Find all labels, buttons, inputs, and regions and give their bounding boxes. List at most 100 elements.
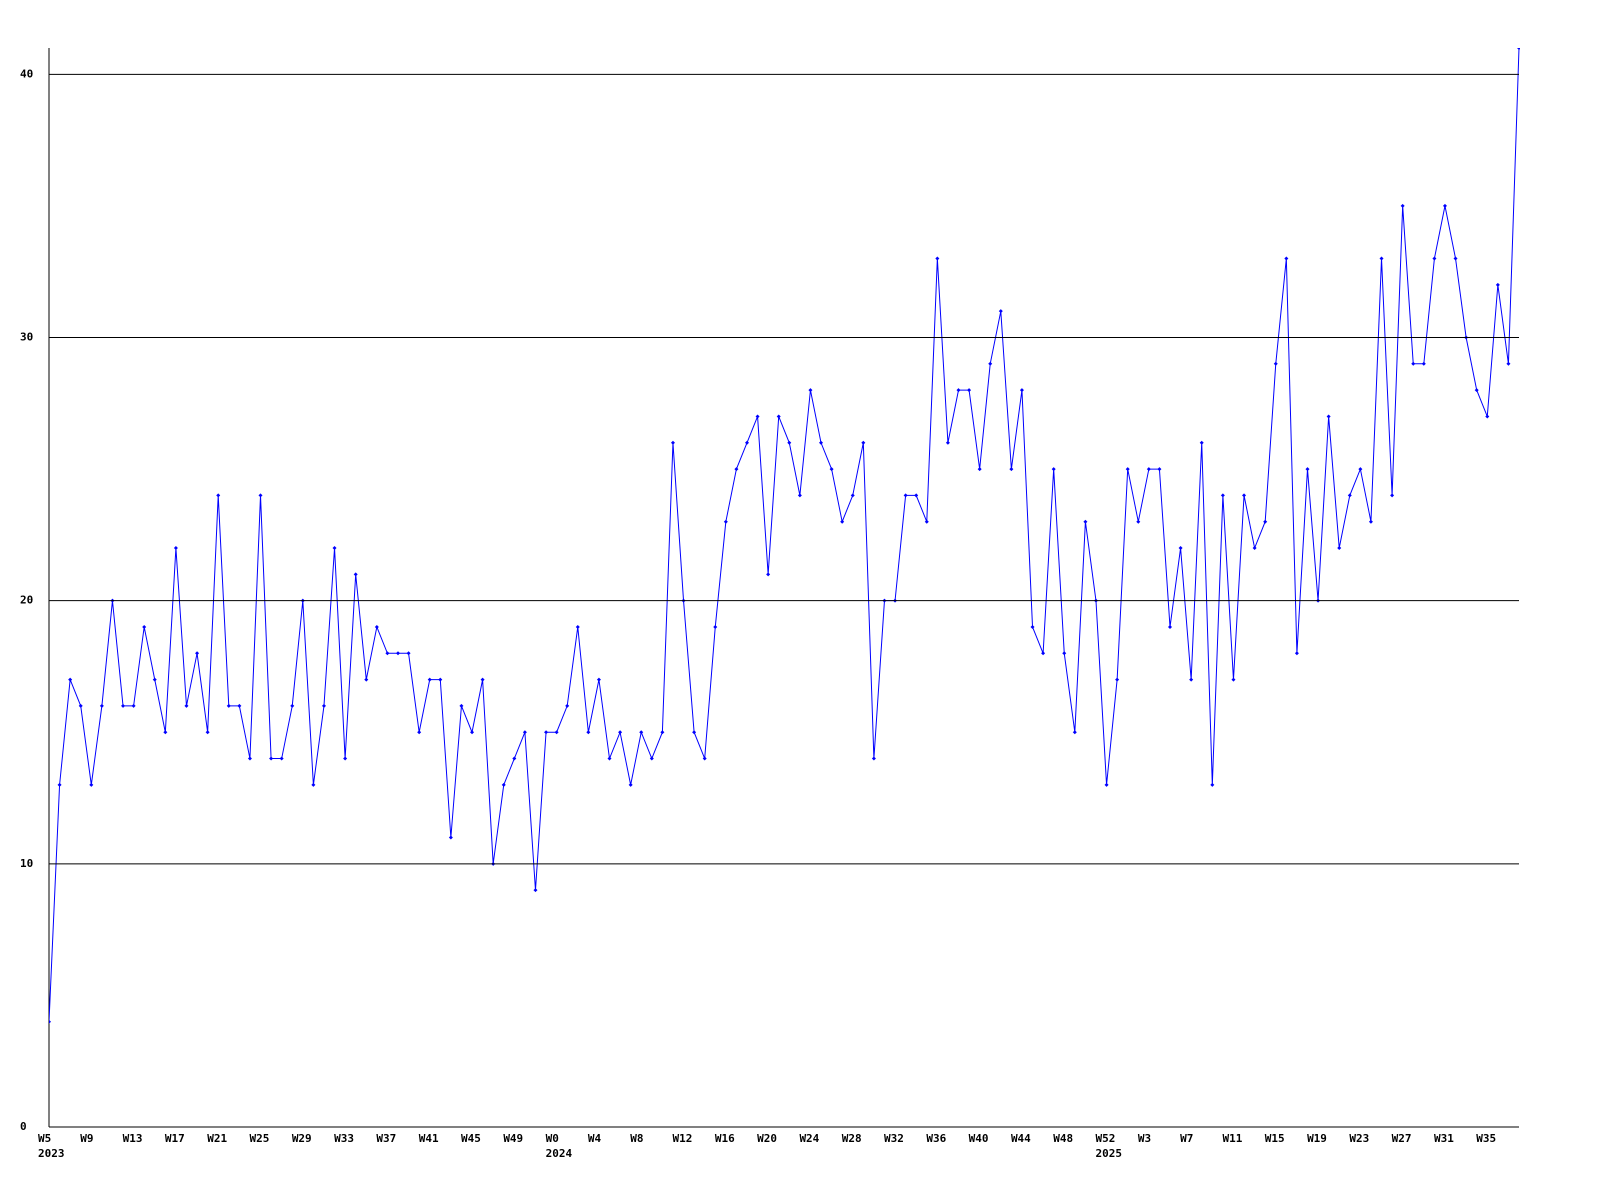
x-tick-label: W20 — [757, 1132, 777, 1145]
data-point — [1062, 651, 1067, 656]
x-tick-label: W44 — [1011, 1132, 1031, 1145]
data-point — [628, 782, 633, 787]
data-point — [279, 756, 284, 761]
data-point — [163, 730, 168, 735]
data-point — [607, 756, 612, 761]
data-point — [1390, 493, 1395, 498]
data-point — [797, 493, 802, 498]
y-tick-label: 40 — [20, 67, 33, 80]
data-point — [1442, 203, 1447, 208]
data-point — [311, 782, 316, 787]
data-point — [353, 572, 358, 577]
data-point — [321, 703, 326, 708]
data-point — [438, 677, 443, 682]
data-point — [787, 440, 792, 445]
plot-area — [49, 48, 1520, 1024]
data-point — [1284, 256, 1289, 261]
data-point — [861, 440, 866, 445]
data-point — [501, 782, 506, 787]
x-tick-label: W8 — [630, 1132, 643, 1145]
data-point — [385, 651, 390, 656]
x-tick-label: W12 — [673, 1132, 693, 1145]
year-label: 2024 — [546, 1147, 573, 1160]
x-tick-label: W25 — [250, 1132, 270, 1145]
data-point — [1072, 730, 1077, 735]
data-point — [1051, 467, 1056, 472]
data-point — [1157, 467, 1162, 472]
data-point — [131, 703, 136, 708]
data-point — [1168, 624, 1173, 629]
x-tick-label: W35 — [1476, 1132, 1496, 1145]
data-point — [956, 388, 961, 393]
data-point — [998, 309, 1003, 314]
data-point — [1199, 440, 1204, 445]
data-point — [57, 782, 62, 787]
x-tick-label: W52 — [1096, 1132, 1116, 1145]
x-tick-label: W9 — [80, 1132, 93, 1145]
data-point — [1305, 467, 1310, 472]
data-point — [871, 756, 876, 761]
data-point — [522, 730, 527, 735]
data-point — [205, 730, 210, 735]
data-point — [1485, 414, 1490, 419]
data-point — [216, 493, 221, 498]
x-tick-label: W33 — [334, 1132, 354, 1145]
data-point — [374, 624, 379, 629]
data-point — [903, 493, 908, 498]
x-tick-label: W32 — [884, 1132, 904, 1145]
data-point — [1220, 493, 1225, 498]
data-point — [1326, 414, 1331, 419]
data-point — [713, 624, 718, 629]
data-point — [850, 493, 855, 498]
data-point — [744, 440, 749, 445]
data-point — [1358, 467, 1363, 472]
y-tick-label: 30 — [20, 330, 33, 343]
data-point — [755, 414, 760, 419]
data-point — [1400, 203, 1405, 208]
data-point — [1453, 256, 1458, 261]
data-point — [237, 703, 242, 708]
data-point — [1263, 519, 1268, 524]
data-point — [1379, 256, 1384, 261]
data-point — [586, 730, 591, 735]
data-point — [99, 703, 104, 708]
data-line — [49, 48, 1520, 1022]
x-tick-label: W23 — [1349, 1132, 1369, 1145]
x-tick-label: W15 — [1265, 1132, 1285, 1145]
data-point — [173, 546, 178, 551]
x-tick-label: W17 — [165, 1132, 185, 1145]
data-point — [840, 519, 845, 524]
data-point — [512, 756, 517, 761]
x-tick-label: W36 — [926, 1132, 946, 1145]
x-tick-label: W7 — [1180, 1132, 1193, 1145]
data-point — [1115, 677, 1120, 682]
x-tick-label: W21 — [207, 1132, 227, 1145]
x-tick-label: W49 — [503, 1132, 523, 1145]
data-point — [702, 756, 707, 761]
data-point — [1009, 467, 1014, 472]
data-point — [448, 835, 453, 840]
x-tick-label: W41 — [419, 1132, 439, 1145]
data-point — [924, 519, 929, 524]
data-point — [639, 730, 644, 735]
data-point — [1019, 388, 1024, 393]
data-point — [427, 677, 432, 682]
data-point — [184, 703, 189, 708]
x-tick-label: W48 — [1053, 1132, 1073, 1145]
data-point — [776, 414, 781, 419]
data-point — [480, 677, 485, 682]
x-tick-label: W19 — [1307, 1132, 1327, 1145]
data-point — [1294, 651, 1299, 656]
year-label: 2023 — [38, 1147, 65, 1160]
data-point — [406, 651, 411, 656]
data-point — [1368, 519, 1373, 524]
data-point — [247, 756, 252, 761]
data-point — [660, 730, 665, 735]
x-tick-label: W31 — [1434, 1132, 1454, 1145]
data-point — [1252, 546, 1257, 551]
data-point — [68, 677, 73, 682]
x-tick-label: W13 — [123, 1132, 143, 1145]
data-point — [395, 651, 400, 656]
data-point — [977, 467, 982, 472]
